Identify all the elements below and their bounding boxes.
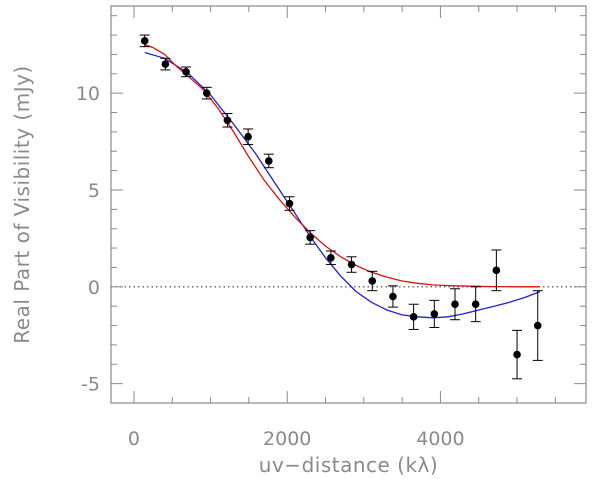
y-tick-label: 10 — [76, 83, 100, 105]
y-tick-label: -5 — [81, 374, 100, 396]
data-marker — [533, 321, 542, 330]
data-points — [139, 34, 543, 380]
red-model-line — [144, 44, 540, 288]
data-point — [284, 196, 295, 211]
x-axis-title: uv−distance (kλ) — [259, 453, 438, 477]
data-point — [449, 288, 460, 321]
data-marker — [161, 60, 170, 68]
data-point — [181, 66, 192, 78]
data-point — [346, 256, 357, 273]
data-marker — [368, 277, 377, 285]
data-marker — [347, 260, 356, 269]
data-marker — [285, 199, 294, 208]
data-point — [201, 86, 212, 100]
data-point — [367, 270, 378, 292]
data-point — [470, 286, 481, 323]
data-point — [532, 290, 543, 361]
data-marker — [389, 292, 397, 301]
data-marker — [409, 313, 418, 321]
data-point — [160, 57, 171, 71]
data-marker — [244, 132, 252, 141]
data-marker — [140, 37, 149, 45]
axis-ticks — [111, 6, 586, 404]
data-point — [139, 34, 150, 48]
data-marker — [182, 68, 190, 76]
x-tick-label: 0 — [128, 428, 140, 450]
data-point — [491, 249, 502, 292]
data-point — [387, 285, 398, 308]
data-point — [263, 153, 274, 169]
data-marker — [492, 266, 501, 275]
data-marker — [265, 157, 273, 165]
data-marker — [202, 89, 211, 97]
data-marker — [327, 253, 335, 262]
data-marker — [430, 310, 439, 318]
x-tick-label: 4000 — [416, 428, 464, 450]
plot-frame — [110, 5, 587, 404]
data-point — [429, 299, 440, 328]
data-point — [408, 303, 419, 330]
data-marker — [451, 300, 459, 309]
data-marker — [513, 350, 521, 359]
data-point — [325, 250, 336, 266]
plot-border — [110, 5, 587, 404]
data-point — [243, 128, 254, 145]
tick-labels: 0 2000 4000 -5 0 5 10 — [76, 83, 465, 450]
model-lines — [144, 44, 541, 319]
data-point — [305, 230, 316, 245]
y-axis-title: Real Part of Visibility (mJy) — [10, 65, 34, 343]
data-point — [512, 329, 523, 380]
x-tick-label: 2000 — [263, 428, 311, 450]
data-marker — [471, 300, 480, 309]
y-tick-label: 5 — [88, 180, 100, 202]
data-point — [222, 112, 233, 128]
y-tick-label: 0 — [88, 277, 100, 299]
data-marker — [223, 116, 232, 125]
data-marker — [306, 233, 314, 242]
